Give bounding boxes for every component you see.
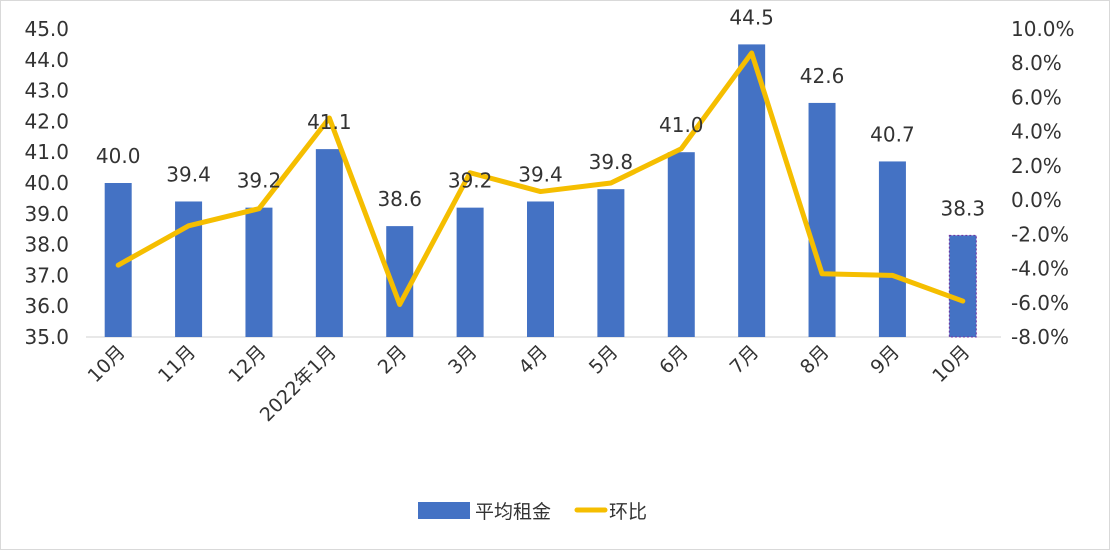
legend-bar-swatch [418,502,470,519]
x-axis-category-label: 2022年1月 [256,341,341,426]
bar-average-rent[interactable] [315,149,343,337]
right-axis-tick: 0.0% [1011,188,1062,212]
right-axis-tick: 2.0% [1011,154,1062,178]
left-axis-tick: 39.0 [24,202,69,226]
left-axis-tick: 36.0 [24,294,69,318]
right-axis-tick: -4.0% [1011,257,1069,281]
left-axis-tick: 42.0 [24,109,69,133]
x-axis-category-label: 8月 [796,341,834,379]
legend-label-average-rent: 平均租金 [475,501,551,523]
x-axis-category-label: 4月 [514,341,552,379]
x-axis-category-label: 6月 [655,341,693,379]
right-axis-tick: 10.0% [1011,17,1075,41]
x-axis-category-label: 9月 [866,341,904,379]
bar-average-rent[interactable] [245,207,273,337]
right-axis-tick: 4.0% [1011,120,1062,144]
left-axis-tick: 35.0 [24,325,69,349]
bar-average-rent[interactable] [527,201,554,337]
bar-data-label: 38.3 [941,196,986,220]
bar-data-label: 40.0 [96,144,141,168]
left-axis-tick: 44.0 [24,48,69,72]
bar-data-label: 39.4 [166,162,211,186]
right-axis-tick: -8.0% [1011,325,1069,349]
left-axis-tick: 38.0 [24,233,69,257]
bar-average-rent[interactable] [738,44,766,338]
x-axis-category-label: 7月 [726,341,764,379]
legend-label-mom: 环比 [609,501,647,523]
bar-data-label: 41.0 [659,113,704,137]
left-axis-tick: 37.0 [24,263,69,287]
x-axis-category-label: 3月 [444,341,482,379]
right-axis-tick: -6.0% [1011,291,1069,315]
bar-average-rent[interactable] [808,102,836,337]
x-axis-category-label: 12月 [224,341,270,387]
left-axis-tick: 43.0 [24,79,69,103]
bar-data-label: 42.6 [800,64,845,88]
x-axis-category-label: 10月 [84,341,130,387]
bar-average-rent[interactable] [597,189,625,337]
x-axis-category-label: 11月 [154,341,200,387]
bar-average-rent[interactable] [667,152,695,337]
left-axis-tick: 41.0 [24,140,69,164]
line-mom-change[interactable] [115,50,966,307]
bar-data-label: 38.6 [377,187,422,211]
bar-data-label: 40.7 [870,122,915,146]
left-axis-tick: 45.0 [24,17,69,41]
x-axis-category-label: 10月 [928,341,974,387]
right-axis-tick: -2.0% [1011,222,1069,246]
bar-average-rent[interactable] [878,161,906,337]
x-axis-category-label: 2月 [374,341,412,379]
bar-data-label: 44.5 [729,5,774,29]
right-axis-tick: 6.0% [1011,85,1062,109]
bar-data-label: 39.4 [518,162,563,186]
bar-data-label: 39.2 [448,169,493,193]
left-axis-tick: 40.0 [24,171,69,195]
bar-data-label: 41.1 [307,110,352,134]
bar-data-label: 39.2 [237,169,282,193]
x-axis-category-label: 5月 [585,341,623,379]
bar-average-rent[interactable] [948,234,977,338]
bar-average-rent[interactable] [456,207,484,337]
bar-data-label: 39.8 [589,150,634,174]
right-axis-tick: 8.0% [1011,51,1062,75]
